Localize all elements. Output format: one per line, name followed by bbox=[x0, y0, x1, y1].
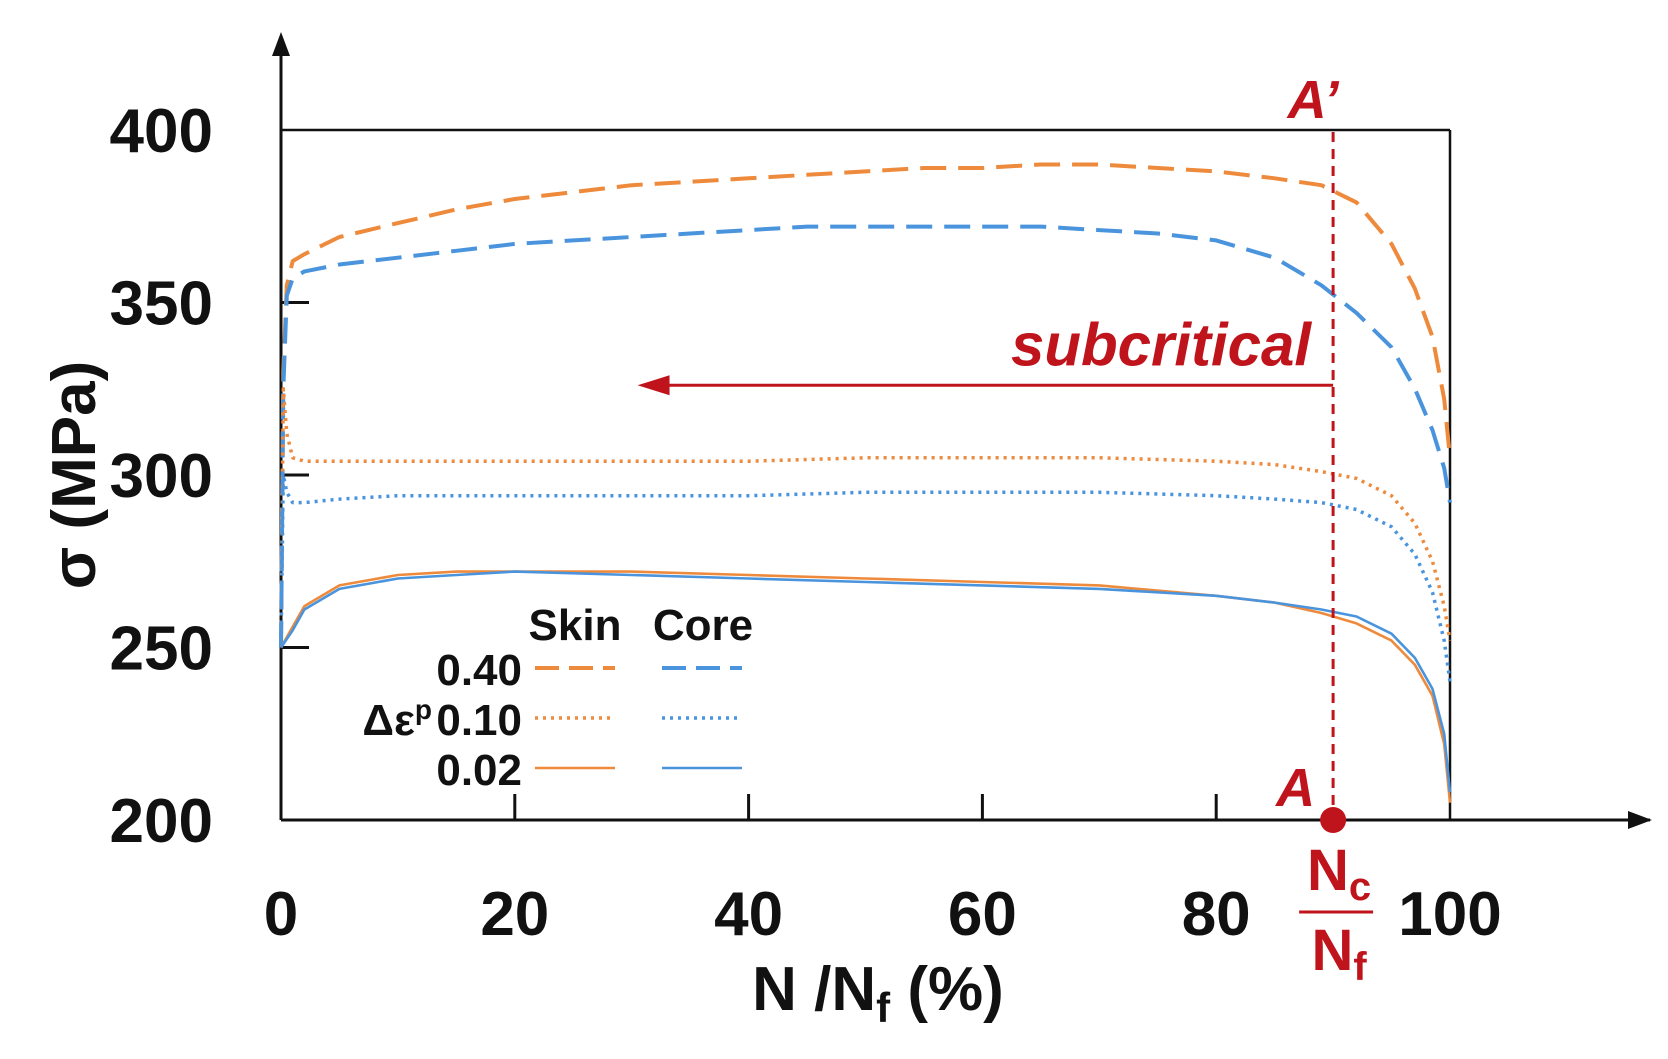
y-tick-label: 250 bbox=[110, 615, 213, 684]
series-line-core-010 bbox=[279, 473, 1452, 683]
nc-numerator-sub: c bbox=[1349, 865, 1371, 909]
legend-symbol: Δε bbox=[362, 696, 415, 745]
x-tick-label: 80 bbox=[1182, 880, 1251, 949]
legend-row-label-002: 0.02 bbox=[436, 746, 522, 795]
nc-over-nf-fraction: Nc Nf bbox=[1299, 838, 1374, 989]
y-tick-label: 400 bbox=[110, 97, 213, 166]
x-tick-label: 40 bbox=[714, 880, 783, 949]
nc-numerator: Nc bbox=[1307, 838, 1371, 909]
subcritical-arrowhead bbox=[637, 375, 670, 396]
y-ticks: 200 250 300 350 400 bbox=[110, 97, 309, 856]
x-axis-title-sub: f bbox=[876, 984, 891, 1031]
y-tick-label: 300 bbox=[110, 442, 213, 511]
series-layer bbox=[279, 162, 1452, 803]
legend-header-core: Core bbox=[653, 601, 753, 650]
series-line-skin-002 bbox=[279, 570, 1452, 803]
y-axis-title: σ (MPa) bbox=[40, 361, 109, 589]
x-axis-title-main: N /N bbox=[752, 955, 876, 1024]
legend: Skin Core 0.40 0.10 0.02 Δεp bbox=[362, 601, 753, 795]
legend-delta-epsilon: Δεp bbox=[362, 694, 432, 745]
subcritical-label: subcritical bbox=[1011, 311, 1312, 378]
x-ticks: 0 20 40 60 80 100 bbox=[264, 794, 1502, 949]
x-tick-label: 0 bbox=[264, 880, 298, 949]
point-a-marker bbox=[1320, 807, 1347, 833]
x-tick-label: 60 bbox=[948, 880, 1017, 949]
series-line-skin-040 bbox=[279, 162, 1452, 648]
legend-row-label-040: 0.40 bbox=[436, 646, 522, 695]
x-tick-label: 100 bbox=[1398, 880, 1501, 949]
x-axis-title-suffix: (%) bbox=[890, 955, 1004, 1024]
point-a-label: A bbox=[1274, 758, 1315, 818]
legend-symbol-sup: p bbox=[415, 694, 432, 725]
series-line-core-040 bbox=[279, 224, 1452, 648]
series-line-core-002 bbox=[279, 570, 1452, 793]
legend-row-label-010: 0.10 bbox=[436, 696, 522, 745]
nf-denominator-main: N bbox=[1311, 918, 1353, 983]
x-axis-title: N /Nf (%) bbox=[752, 955, 1004, 1031]
nf-denominator: Nf bbox=[1311, 918, 1367, 989]
y-tick-label: 200 bbox=[110, 787, 213, 856]
x-tick-label: 20 bbox=[480, 880, 549, 949]
y-axis-arrowhead bbox=[272, 32, 290, 56]
legend-swatches bbox=[535, 666, 742, 770]
point-a-prime-label: A’ bbox=[1286, 70, 1340, 130]
series-line-skin-010 bbox=[279, 387, 1452, 648]
nc-numerator-main: N bbox=[1307, 838, 1349, 903]
legend-header-skin: Skin bbox=[529, 601, 622, 650]
x-axis-arrowhead bbox=[1628, 811, 1652, 829]
nf-denominator-sub: f bbox=[1353, 945, 1367, 989]
y-tick-label: 350 bbox=[110, 270, 213, 339]
